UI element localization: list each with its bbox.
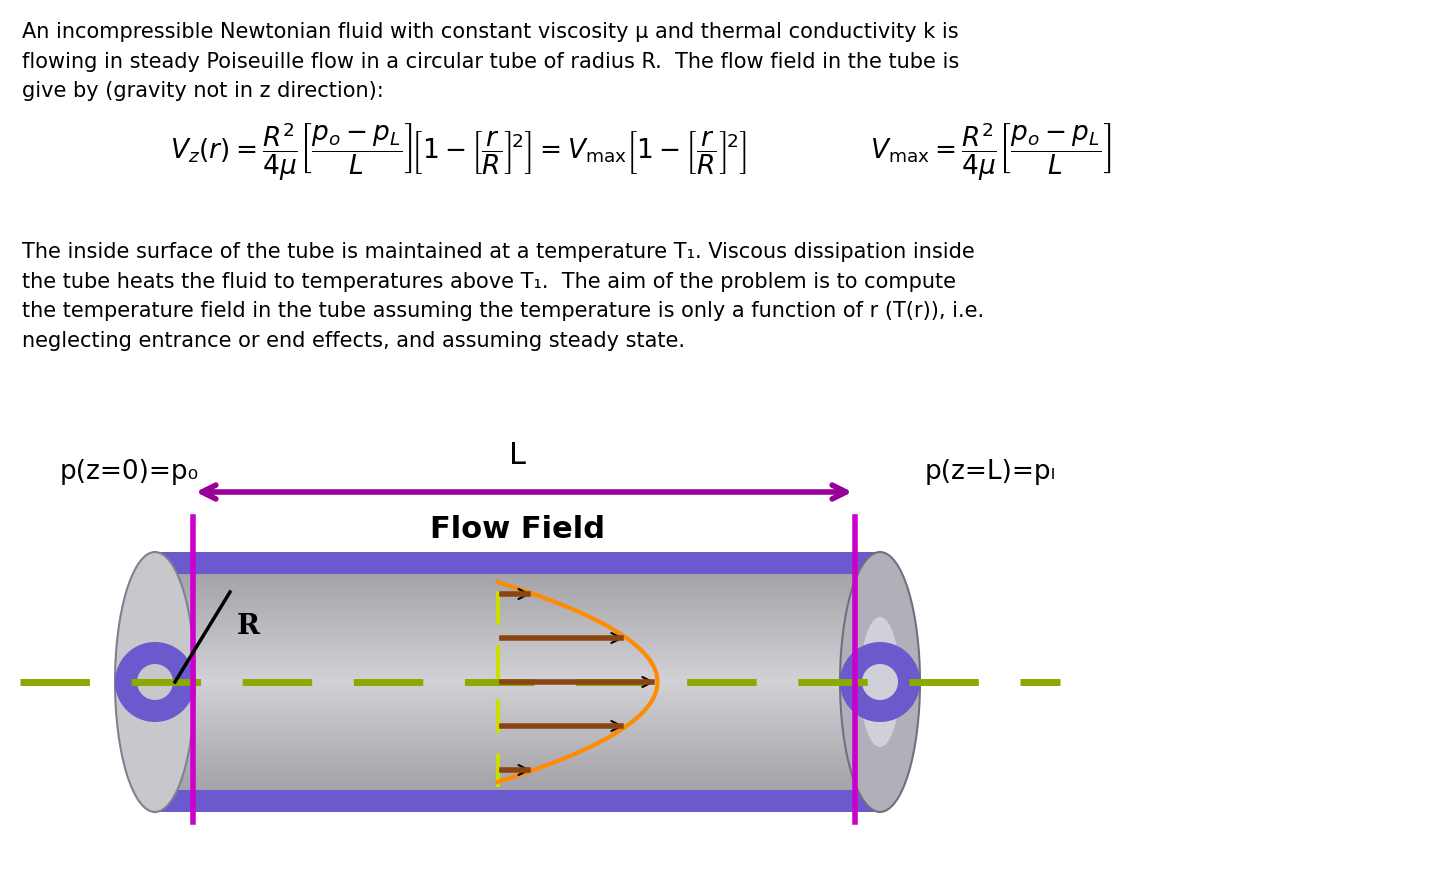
Text: An incompressible Newtonian fluid with constant viscosity μ and thermal conducti: An incompressible Newtonian fluid with c… [21, 22, 959, 101]
Bar [155, 552, 881, 574]
Text: p(z=L)=pₗ: p(z=L)=pₗ [925, 459, 1057, 485]
Text: p(z=0)=p₀: p(z=0)=p₀ [60, 459, 199, 485]
Wedge shape [115, 642, 195, 682]
Text: L: L [508, 441, 526, 470]
Ellipse shape [841, 552, 919, 812]
Bar [155, 790, 881, 812]
Wedge shape [841, 682, 919, 722]
Text: R: R [238, 614, 261, 640]
Text: Flow Field: Flow Field [430, 515, 604, 544]
Text: The inside surface of the tube is maintained at a temperature T₁. Viscous dissip: The inside surface of the tube is mainta… [21, 242, 984, 351]
Text: $\mathit{V}_z(r) = \dfrac{R^2}{4\mu}\left[\dfrac{p_o - p_L}{L}\right]\!\left[1 -: $\mathit{V}_z(r) = \dfrac{R^2}{4\mu}\lef… [170, 120, 748, 184]
Text: $V_{\mathrm{max}} = \dfrac{R^2}{4\mu}\left[\dfrac{p_o - p_L}{L}\right]$: $V_{\mathrm{max}} = \dfrac{R^2}{4\mu}\le… [871, 120, 1111, 184]
Ellipse shape [861, 617, 899, 747]
Ellipse shape [115, 552, 195, 812]
Bar [155, 574, 881, 790]
Wedge shape [115, 682, 195, 722]
Wedge shape [841, 642, 919, 682]
